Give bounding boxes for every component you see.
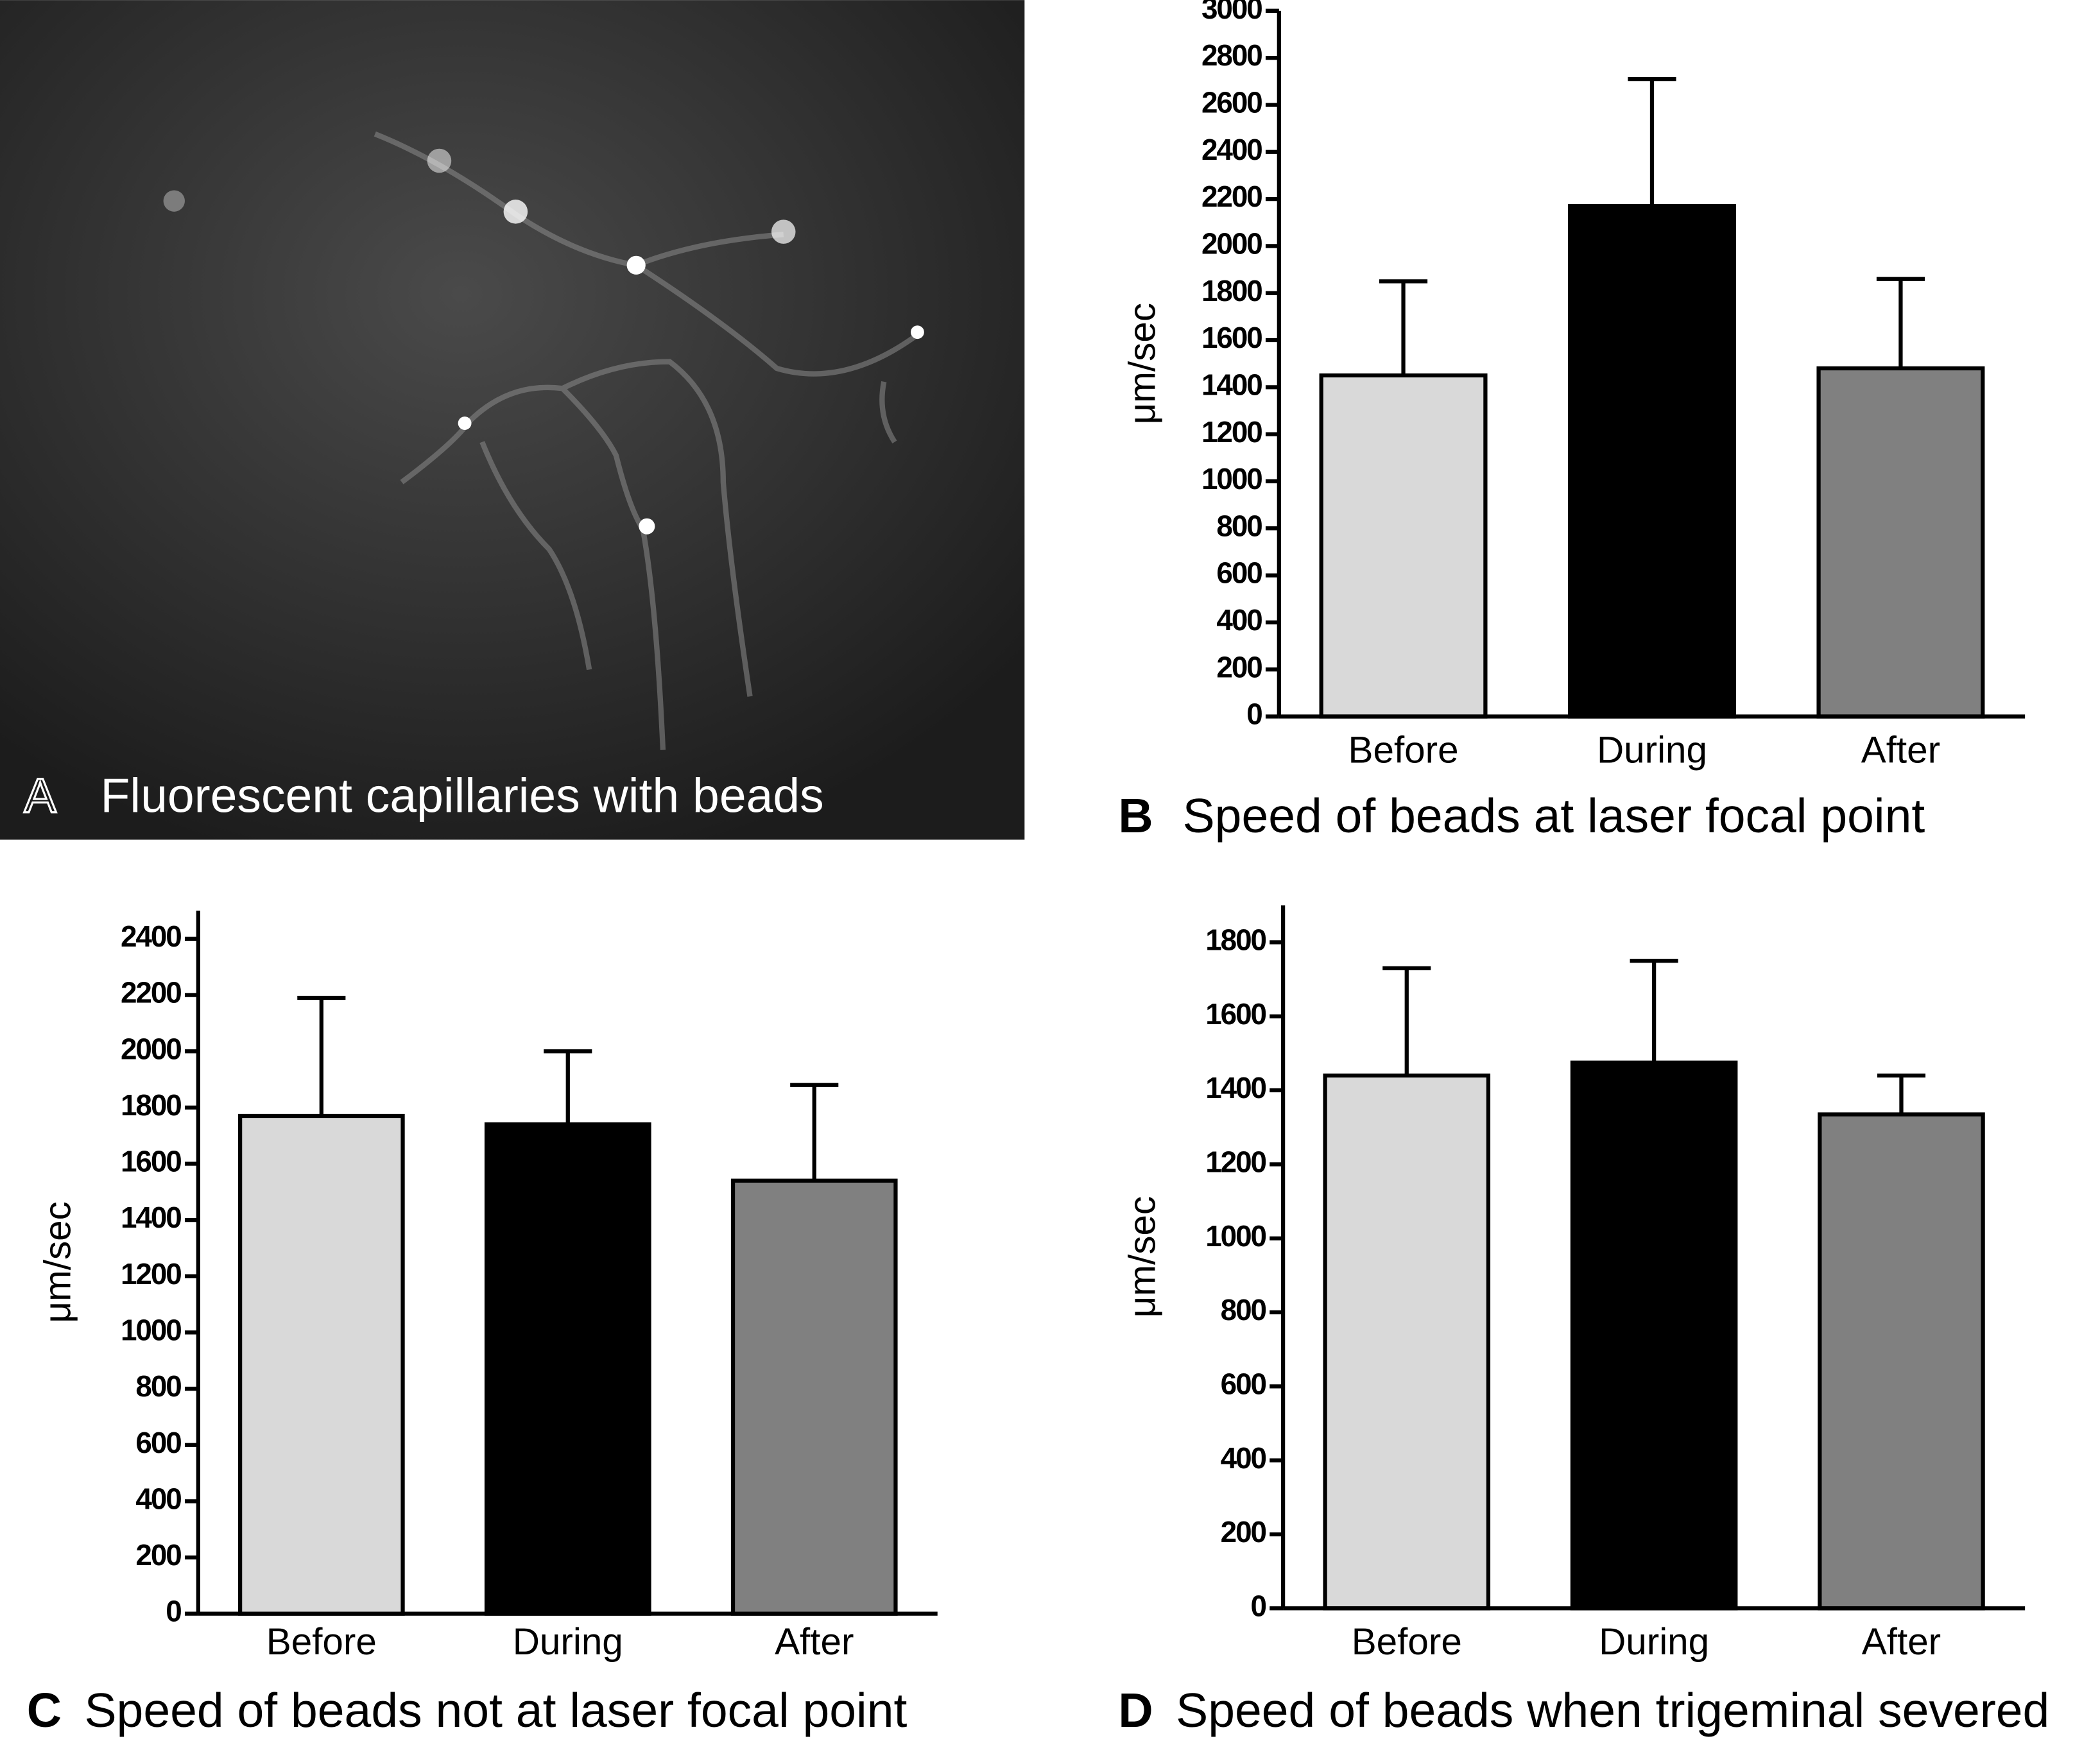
- x-tick-label: During: [513, 1621, 623, 1663]
- y-tick-label: 1200: [121, 1257, 181, 1291]
- chart-panel: Before During After 0 200 400 600 800 1000 1200 14…: [1118, 0, 2026, 843]
- x-tick-label: Before: [266, 1621, 377, 1663]
- panel-label: C: [27, 1683, 62, 1737]
- y-tick-label: 1600: [1205, 997, 1266, 1031]
- bar: [1568, 203, 1736, 719]
- bar: [1323, 1073, 1491, 1611]
- error-bar: [1630, 959, 1678, 1063]
- error-bar: [1382, 966, 1431, 1076]
- photo-panel: A Fluorescent capillaries with beads: [0, 0, 1025, 840]
- y-tick-label: 1200: [1201, 415, 1262, 449]
- beads: [163, 148, 924, 535]
- bar: [730, 1178, 898, 1616]
- y-tick-label: 400: [1216, 603, 1262, 637]
- y-tick-label: 1400: [1205, 1071, 1266, 1104]
- x-tick-label: Before: [1348, 729, 1459, 771]
- y-tick-label: 1800: [121, 1088, 181, 1122]
- x-tick-label: During: [1599, 1621, 1709, 1663]
- y-tick-label: 2200: [121, 976, 181, 1009]
- bar: [237, 1113, 405, 1616]
- chart-title: Speed of beads when trigeminal severed: [1176, 1683, 2049, 1737]
- chart-title: Speed of beads not at laser focal point: [84, 1683, 907, 1737]
- y-tick-label: 0: [166, 1595, 181, 1628]
- y-tick-label: 1000: [1205, 1219, 1266, 1253]
- bar: [1818, 1112, 1985, 1611]
- y-tick-label: 600: [1221, 1367, 1266, 1400]
- y-tick-label: 2000: [121, 1032, 181, 1065]
- y-tick-label: 1200: [1205, 1145, 1266, 1178]
- chart-panel: Before During After 0 200 400 600 800 1000 1200 14…: [27, 911, 938, 1737]
- y-tick-label: 1000: [121, 1314, 181, 1347]
- y-tick-label: 0: [1246, 698, 1262, 731]
- y-tick-label: 1000: [1201, 462, 1262, 495]
- x-tick-label: After: [1862, 1621, 1941, 1663]
- y-axis-label: μm/sec: [1122, 303, 1164, 424]
- error-bar: [544, 1049, 592, 1125]
- y-tick-label: 600: [1216, 556, 1262, 590]
- y-tick-label: 0: [1251, 1589, 1266, 1622]
- y-tick-label: 2400: [121, 920, 181, 953]
- y-tick-label: 2200: [1201, 180, 1262, 213]
- y-tick-label: 1600: [121, 1145, 181, 1178]
- chart-title: Speed of beads at laser focal point: [1183, 789, 1925, 843]
- x-tick-label: After: [1861, 729, 1940, 771]
- error-bar: [790, 1083, 839, 1181]
- error-bar: [1628, 76, 1676, 207]
- y-tick-label: 1400: [121, 1201, 181, 1234]
- photo: [0, 0, 1025, 840]
- y-tick-label: 800: [135, 1369, 181, 1403]
- bar: [1319, 373, 1488, 719]
- bar: [1570, 1060, 1738, 1611]
- error-bar: [1379, 279, 1428, 375]
- y-tick-label: 200: [135, 1538, 181, 1572]
- y-tick-label: 3000: [1201, 0, 1262, 25]
- panel-label: D: [1118, 1683, 1153, 1737]
- y-tick-label: 1800: [1201, 274, 1262, 307]
- y-tick-label: 2000: [1201, 227, 1262, 261]
- error-bar: [297, 995, 346, 1116]
- y-tick-label: 400: [1221, 1441, 1266, 1475]
- y-tick-label: 600: [135, 1426, 181, 1459]
- panel-label: A: [24, 769, 56, 823]
- y-tick-label: 800: [1216, 509, 1262, 542]
- panel-label: B: [1118, 789, 1153, 843]
- x-tick-label: After: [775, 1621, 854, 1663]
- y-tick-label: 2400: [1201, 133, 1262, 166]
- bar: [1816, 366, 1985, 719]
- y-tick-label: 200: [1221, 1515, 1266, 1548]
- y-tick-label: 2800: [1201, 39, 1262, 72]
- y-tick-label: 200: [1216, 650, 1262, 683]
- y-axis-label: μm/sec: [37, 1201, 78, 1323]
- y-axis-label: μm/sec: [1122, 1196, 1164, 1317]
- y-tick-label: 1400: [1201, 368, 1262, 401]
- x-tick-label: Before: [1352, 1621, 1462, 1663]
- error-bar: [1877, 1073, 1926, 1115]
- y-tick-label: 400: [135, 1482, 181, 1515]
- y-tick-label: 1800: [1205, 923, 1266, 957]
- chart-panel: Before During After 0 200 400 600 800 1000 1200 14…: [1118, 905, 2049, 1737]
- panel-caption: Fluorescent capillaries with beads: [101, 769, 824, 823]
- y-tick-label: 2600: [1201, 86, 1262, 119]
- y-tick-label: 1600: [1201, 321, 1262, 354]
- bar: [484, 1122, 651, 1616]
- y-tick-label: 800: [1221, 1293, 1266, 1326]
- error-bar: [1876, 277, 1925, 369]
- x-tick-label: During: [1597, 729, 1707, 771]
